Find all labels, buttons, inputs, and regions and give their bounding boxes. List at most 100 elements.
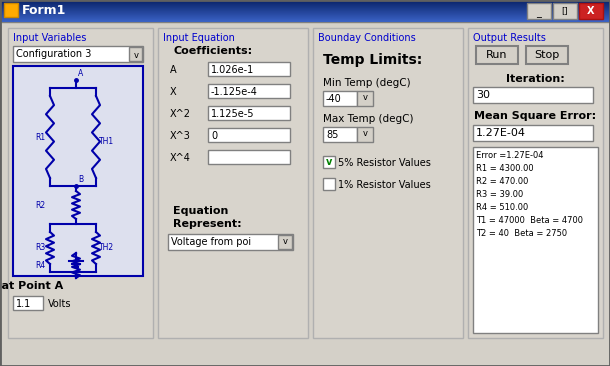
Bar bbox=[473, 87, 593, 103]
Text: 5% Resistor Values: 5% Resistor Values bbox=[338, 158, 431, 168]
Text: TH2: TH2 bbox=[99, 243, 114, 253]
Bar bbox=[357, 127, 373, 142]
Text: Mean Square Error:: Mean Square Error: bbox=[475, 111, 597, 121]
Bar bbox=[0, 9, 610, 10]
Text: 30: 30 bbox=[476, 90, 490, 100]
Text: X: X bbox=[587, 6, 595, 16]
Text: Error =1.27E-04: Error =1.27E-04 bbox=[476, 151, 544, 160]
Text: v: v bbox=[282, 238, 287, 246]
Text: Min Temp (degC): Min Temp (degC) bbox=[323, 78, 411, 88]
Text: Equation: Equation bbox=[173, 206, 228, 216]
Bar bbox=[0, 0, 610, 1]
Bar bbox=[323, 156, 335, 168]
Bar bbox=[0, 14, 610, 15]
Text: Bounday Conditions: Bounday Conditions bbox=[318, 33, 416, 43]
Bar bbox=[0, 10, 610, 11]
Bar bbox=[313, 28, 463, 338]
Text: A: A bbox=[78, 69, 83, 78]
Bar bbox=[468, 28, 603, 338]
Text: B: B bbox=[78, 175, 83, 184]
Text: TH1: TH1 bbox=[99, 137, 114, 146]
Bar bbox=[208, 106, 290, 120]
Text: _: _ bbox=[537, 8, 542, 18]
Bar bbox=[0, 17, 610, 18]
Bar bbox=[527, 3, 551, 19]
Bar bbox=[13, 66, 143, 276]
Text: []: [] bbox=[562, 7, 569, 15]
Bar bbox=[0, 13, 610, 14]
Bar bbox=[553, 3, 577, 19]
Text: v: v bbox=[326, 157, 332, 167]
Text: v: v bbox=[362, 93, 367, 102]
Bar bbox=[0, 6, 610, 7]
Bar bbox=[4, 3, 18, 17]
Bar bbox=[0, 1, 610, 2]
Text: R3: R3 bbox=[35, 243, 45, 253]
Text: R4: R4 bbox=[35, 261, 45, 270]
Bar bbox=[0, 3, 610, 4]
Text: v: v bbox=[134, 51, 138, 60]
Bar bbox=[208, 150, 290, 164]
Text: 1.026e-1: 1.026e-1 bbox=[211, 65, 254, 75]
Text: Max Temp (degC): Max Temp (degC) bbox=[323, 114, 414, 124]
Bar bbox=[0, 20, 610, 21]
Bar bbox=[13, 296, 43, 310]
Text: 0: 0 bbox=[211, 131, 217, 141]
Text: 1.1: 1.1 bbox=[16, 299, 31, 309]
Text: A: A bbox=[170, 65, 177, 75]
Bar bbox=[0, 2, 610, 3]
Bar bbox=[473, 147, 598, 333]
Text: Output Results: Output Results bbox=[473, 33, 546, 43]
Bar bbox=[0, 19, 610, 20]
Text: X: X bbox=[170, 87, 177, 97]
Bar bbox=[168, 234, 293, 250]
Text: 85: 85 bbox=[326, 130, 339, 140]
Bar bbox=[0, 8, 610, 9]
Text: R1 = 4300.00: R1 = 4300.00 bbox=[476, 164, 534, 173]
Text: Input Equation: Input Equation bbox=[163, 33, 235, 43]
Text: v: v bbox=[362, 130, 367, 138]
Text: X^2: X^2 bbox=[170, 109, 191, 119]
Text: -1.125e-4: -1.125e-4 bbox=[211, 87, 258, 97]
Text: 1.27E-04: 1.27E-04 bbox=[476, 128, 526, 138]
Text: Volts: Volts bbox=[48, 299, 71, 309]
Text: X^3: X^3 bbox=[170, 131, 191, 141]
Bar bbox=[208, 62, 290, 76]
Bar bbox=[129, 47, 142, 61]
Text: R1: R1 bbox=[35, 132, 45, 142]
Text: T1 = 47000  Beta = 4700: T1 = 47000 Beta = 4700 bbox=[476, 216, 583, 225]
Bar bbox=[323, 91, 357, 106]
Text: T2 = 40  Beta = 2750: T2 = 40 Beta = 2750 bbox=[476, 229, 567, 238]
Bar bbox=[323, 127, 357, 142]
Text: 1% Resistor Values: 1% Resistor Values bbox=[338, 180, 431, 190]
Text: R2 = 470.00: R2 = 470.00 bbox=[476, 177, 528, 186]
Bar bbox=[0, 16, 610, 17]
Text: Run: Run bbox=[486, 50, 508, 60]
Bar bbox=[13, 46, 143, 62]
Bar bbox=[0, 18, 610, 19]
Text: Iteration:: Iteration: bbox=[506, 74, 565, 84]
Text: X^4: X^4 bbox=[170, 153, 191, 163]
Bar bbox=[208, 128, 290, 142]
Text: R2: R2 bbox=[35, 201, 45, 209]
Bar bbox=[0, 21, 610, 22]
Bar bbox=[0, 11, 610, 12]
Text: R4 = 510.00: R4 = 510.00 bbox=[476, 203, 528, 212]
Bar bbox=[0, 5, 610, 6]
Bar bbox=[526, 46, 568, 64]
Bar bbox=[473, 125, 593, 141]
Text: -40: -40 bbox=[326, 94, 342, 104]
Bar bbox=[0, 4, 610, 5]
Text: Stop: Stop bbox=[534, 50, 559, 60]
Text: Form1: Form1 bbox=[22, 4, 66, 17]
Bar bbox=[476, 46, 518, 64]
Bar bbox=[208, 84, 290, 98]
Text: Temp Limits:: Temp Limits: bbox=[323, 53, 422, 67]
Text: V at Point A: V at Point A bbox=[0, 281, 63, 291]
Bar bbox=[357, 91, 373, 106]
Text: Input Variables: Input Variables bbox=[13, 33, 87, 43]
Bar bbox=[0, 12, 610, 13]
Text: Coefficients:: Coefficients: bbox=[173, 46, 252, 56]
Text: Represent:: Represent: bbox=[173, 219, 242, 229]
Bar bbox=[278, 235, 292, 249]
